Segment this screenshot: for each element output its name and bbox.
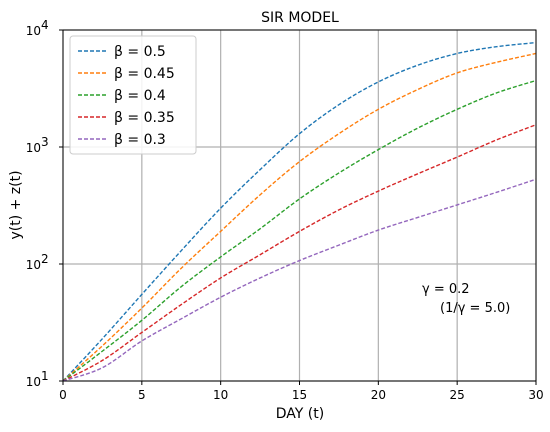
y-tick-label: 10 [26,24,41,38]
legend-box [69,35,197,155]
legend: β = 0.5 β = 0.45 β = 0.4 β = 0.35 β = 0.3 [69,35,197,155]
y-tick-exponent: 2 [41,252,49,266]
x-tick-label: 15 [292,388,307,402]
gamma-annotation: γ = 0.2 [422,282,470,297]
x-tick-label: 5 [138,388,146,402]
series-line [62,178,537,382]
x-axis-ticks: 0 5 10 15 20 25 30 [59,381,544,402]
y-tick-exponent: 1 [41,369,49,383]
series-group [62,41,537,382]
legend-label: β = 0.35 [114,110,175,126]
x-tick-label: 25 [450,388,465,402]
x-tick-label: 0 [59,388,67,402]
x-tick-label: 10 [213,388,228,402]
legend-label: β = 0.3 [114,132,166,148]
inverse-gamma-annotation: (1/γ = 5.0) [440,301,510,316]
y-tick-exponent: 3 [41,135,49,149]
series-line [62,79,537,382]
y-axis-label: y(t) + z(t) [8,170,24,239]
y-tick-label: 10 [26,375,41,389]
x-tick-label: 20 [371,388,386,402]
x-tick-label: 30 [528,388,543,402]
legend-label: β = 0.45 [114,66,175,82]
legend-label: β = 0.4 [114,88,166,104]
y-tick-label: 10 [26,258,41,272]
y-tick-exponent: 4 [41,18,49,32]
y-tick-label: 10 [26,141,41,155]
chart-title: SIR MODEL [261,10,339,26]
series-line [62,41,537,382]
x-axis-label: DAY (t) [276,406,324,422]
series-line [62,124,537,382]
legend-label: β = 0.5 [114,44,166,60]
series-line [62,52,537,382]
